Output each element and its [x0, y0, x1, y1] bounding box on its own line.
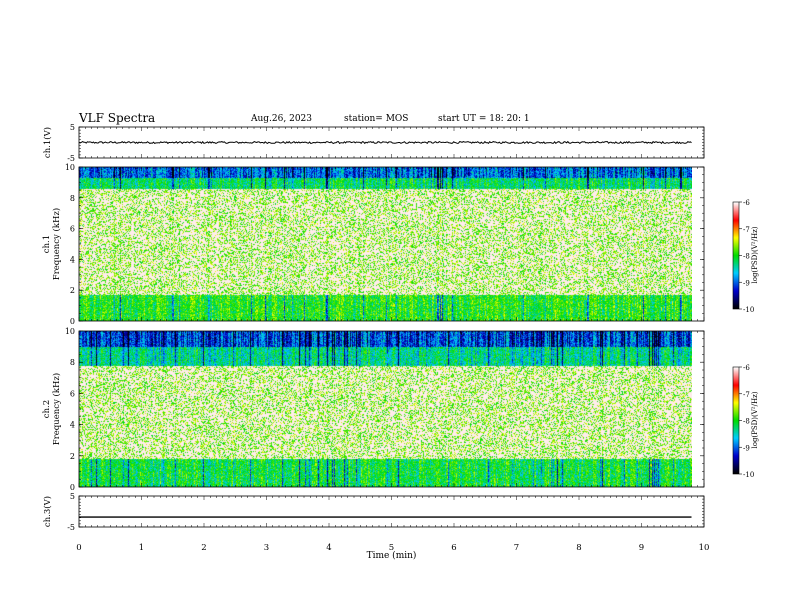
station-label: station= MOS	[344, 114, 409, 124]
y-tick-label: 8	[70, 358, 75, 367]
colorbar-tick-label: -7	[743, 226, 750, 234]
x-tick-label: 3	[264, 543, 269, 553]
colorbar-ch1-spectrogram	[733, 202, 739, 309]
x-tick-label: 7	[514, 543, 519, 553]
colorbar-tick-label: -9	[743, 279, 750, 287]
x-tick-label: 2	[201, 543, 206, 553]
y-tick-label: 6	[70, 225, 75, 234]
y-tick-label: 4	[70, 255, 75, 264]
x-tick-label: 6	[451, 543, 456, 553]
colorbar-tick-label: -9	[743, 444, 750, 452]
x-tick-label: 9	[639, 543, 644, 553]
y-tick-label: 5	[70, 123, 75, 132]
y-tick-label: 10	[65, 327, 75, 336]
colorbar-label: log(PSD)(V²/Hz)	[751, 391, 759, 448]
x-tick-label: 10	[699, 543, 710, 553]
colorbar-tick-label: -7	[743, 391, 750, 399]
x-tick-label: 1	[139, 543, 144, 553]
x-tick-label: 5	[389, 543, 394, 553]
colorbar-tick-label: -6	[743, 364, 750, 372]
colorbar-tick-label: -8	[743, 418, 750, 426]
x-tick-label: 8	[576, 543, 581, 553]
trace-ch1-voltage	[78, 140, 692, 145]
text-layer: 5 -5 ch.1(V) -6 -7 -8 -9 -10 log(PSD)(V²/Hz) 0 2 4 6…	[42, 123, 759, 561]
y-tick-label: 6	[70, 389, 75, 398]
y-tick-label: 2	[70, 452, 75, 461]
y-tick-label: 4	[70, 421, 75, 430]
spectrogram-layer	[79, 167, 739, 487]
colorbar-tick-label: -6	[743, 199, 750, 207]
x-tick-label: 4	[326, 543, 331, 553]
colorbar-tick-label: -10	[743, 471, 754, 479]
x-tick-label: 0	[76, 543, 81, 553]
date-label: Aug.26, 2023	[251, 114, 312, 124]
y-tick-label: 8	[70, 194, 75, 203]
y-axis-label: ch.3(V)	[42, 496, 53, 527]
y-tick-label: 5	[70, 492, 75, 501]
colorbar-ch2-spectrogram	[733, 367, 739, 474]
y-tick-label: 2	[70, 286, 75, 295]
x-axis-label: Time (min)	[367, 550, 417, 561]
y-tick-label: -5	[67, 154, 75, 163]
spectrogram-ch1-spectrogram	[79, 167, 692, 321]
start-time-label: start UT = 18: 20: 1	[438, 114, 530, 124]
y-tick-label: 0	[70, 483, 75, 492]
y-axis-label: ch.1(V)	[42, 127, 53, 158]
axes-layer	[78, 126, 742, 528]
y-axis-label: Frequency (kHz)	[51, 373, 62, 445]
y-axis-label: ch.2	[42, 400, 52, 418]
spectrogram-ch2-spectrogram	[79, 331, 692, 487]
trace-layer	[78, 140, 692, 518]
y-axis-label: ch.1	[42, 235, 52, 253]
colorbar-tick-label: -10	[743, 306, 754, 314]
colorbar-tick-label: -8	[743, 253, 750, 261]
chart-title: VLF Spectra	[79, 111, 156, 125]
frame-ch3-voltage	[78, 495, 705, 528]
y-tick-label: 10	[65, 163, 75, 172]
y-tick-label: 0	[70, 317, 75, 326]
y-tick-label: -5	[67, 523, 75, 532]
colorbar-label: log(PSD)(V²/Hz)	[751, 226, 759, 283]
y-axis-label: Frequency (kHz)	[51, 208, 62, 280]
